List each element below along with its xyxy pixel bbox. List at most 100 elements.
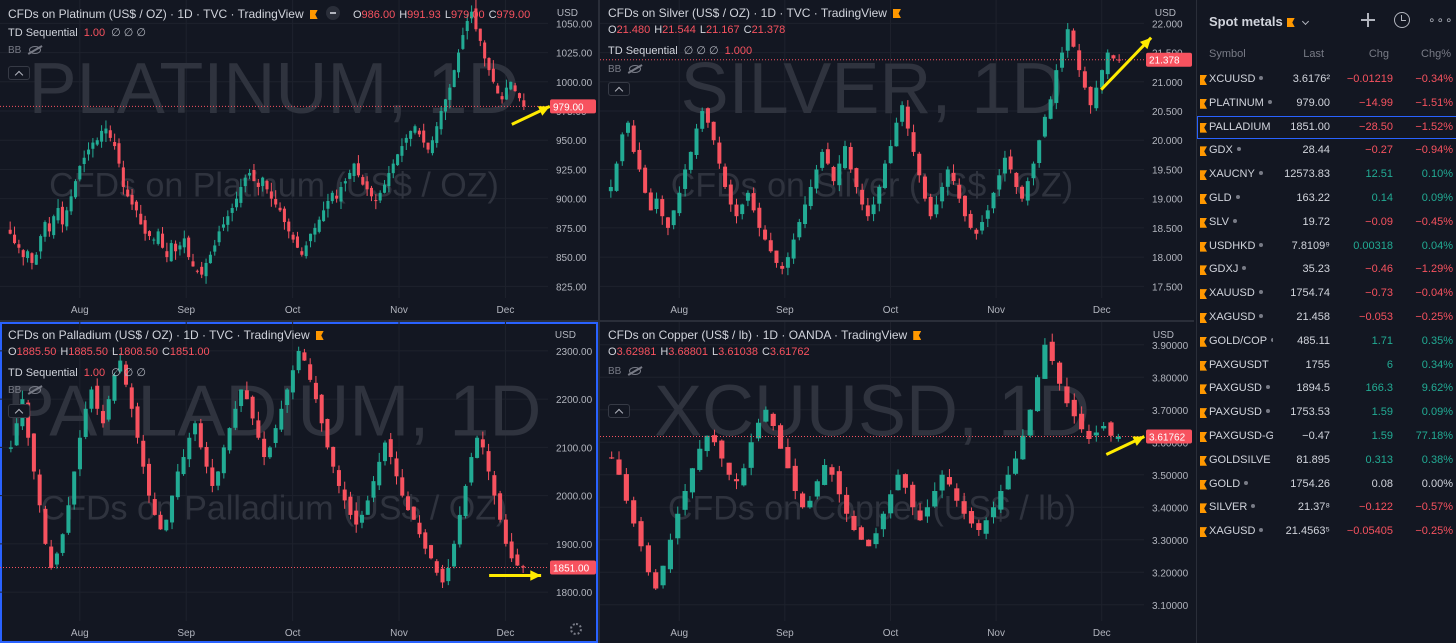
time-axis-label[interactable]: Nov [390,628,408,639]
chart-panel-silver[interactable]: SILVER, 1D CFDs on Silver (US$ / OZ) 22.00… [600,0,1194,320]
price-axis-label[interactable]: 22.000 [1152,19,1183,30]
price-axis-label[interactable]: 3.60000 [1152,438,1189,449]
bb-indicator[interactable]: BB [8,45,42,56]
price-axis-label[interactable]: 1900.00 [556,540,593,551]
watchlist-row[interactable]: PLATINUM 979.00 −14.99 −1.51% [1197,92,1456,116]
price-axis-label[interactable]: 900.00 [556,195,587,206]
price-axis-label[interactable]: 3.40000 [1152,503,1189,514]
chart-panel-palladium[interactable]: PALLADIUM, 1D CFDs on Palladium (US$ / OZ… [0,322,598,643]
time-axis-label[interactable]: Dec [1093,628,1111,639]
flag-icon[interactable] [913,331,922,340]
currency-label[interactable]: USD [1152,330,1174,341]
flag-icon[interactable] [1200,503,1207,514]
annotation-arrow-icon[interactable] [489,570,542,581]
annotation-arrow-icon[interactable] [1100,36,1153,91]
hidden-eye-icon[interactable] [29,386,42,394]
time-axis-label[interactable]: Dec [497,628,515,639]
price-axis-label[interactable]: 3.90000 [1152,341,1189,352]
watchlist-row[interactable]: SLV 19.72 −0.09 −0.45% [1197,211,1456,235]
more-dots-icon[interactable]: ∘∘∘ [1428,13,1454,27]
watchlist-row[interactable]: USDHKD 7.8109⁹ 0.00318 0.04% [1197,235,1456,259]
price-axis-label[interactable]: 1000.00 [556,78,593,89]
flag-icon[interactable] [1200,146,1207,157]
col-chg[interactable]: Chg [1368,48,1389,60]
watchlist-row[interactable]: PAXGUSDT 1755 6 0.34% [1197,354,1456,378]
flag-icon[interactable] [1200,527,1207,538]
watchlist-row[interactable]: GOLDSILVE 81.895 0.313 0.38% [1197,449,1456,473]
price-axis-label[interactable]: 3.20000 [1152,568,1189,579]
chart-canvas[interactable]: PLATINUM, 1D CFDs on Platinum (US$ / OZ) 1… [0,0,598,320]
price-axis-label[interactable]: 20.500 [1152,107,1183,118]
price-axis-label[interactable]: 925.00 [556,165,587,176]
time-axis-label[interactable]: Sep [177,305,195,316]
watchlist-row[interactable]: XAGUSD 21.4563⁵ −0.05405 −0.25% [1197,520,1456,544]
annotation-arrow-icon[interactable] [511,104,551,126]
price-axis-label[interactable]: 19.000 [1152,195,1183,206]
price-axis-label[interactable]: 1800.00 [556,588,593,599]
price-axis-label[interactable]: 3.30000 [1152,536,1189,547]
watchlist-row[interactable]: XAUCNY 12573.83 12.51 0.10% [1197,163,1456,187]
flag-icon[interactable] [1200,241,1207,252]
time-axis-label[interactable]: Nov [987,305,1005,316]
watchlist-row[interactable]: PALLADIUM 1851.00 −28.50 −1.52% [1197,115,1456,140]
price-axis-label[interactable]: 2300.00 [556,347,593,358]
flag-icon[interactable] [1200,360,1207,371]
price-axis-label[interactable]: 3.80000 [1152,373,1189,384]
col-last[interactable]: Last [1303,48,1324,60]
price-axis-label[interactable]: 2200.00 [556,395,593,406]
price-axis-label[interactable]: 19.500 [1152,165,1183,176]
flag-icon[interactable] [1200,170,1207,181]
watchlist-row[interactable]: GOLD 1754.26 0.08 0.00% [1197,473,1456,497]
flag-icon[interactable] [1200,336,1207,347]
chart-canvas[interactable]: XCUUSD, 1D CFDs on Copper (US$ / lb) 3.900… [600,322,1194,643]
time-axis-label[interactable]: Aug [670,628,688,639]
indicator-legend[interactable]: TD Sequential 1.00 ∅ ∅ ∅ [8,27,146,39]
time-axis-label[interactable]: Sep [776,628,794,639]
hidden-eye-icon[interactable] [29,46,42,54]
watchlist-row[interactable]: PAXGUSD 1894.5 166.3 9.62% [1197,377,1456,401]
flag-icon[interactable] [1200,122,1207,133]
time-axis-label[interactable]: Aug [71,628,89,639]
price-axis-label[interactable]: 21.000 [1152,78,1183,89]
flag-icon[interactable] [1200,384,1207,395]
price-axis-label[interactable]: 2000.00 [556,492,593,503]
watchlist-row[interactable]: GOLD/COP 485.11 1.71 0.35% [1197,330,1456,354]
currency-label[interactable]: USD [556,8,578,19]
chart-panel-copper[interactable]: XCUUSD, 1D CFDs on Copper (US$ / lb) 3.900… [600,322,1194,643]
price-axis-label[interactable]: 1050.00 [556,19,593,30]
watchlist-row[interactable]: XAGUSD 21.458 −0.053 −0.25% [1197,306,1456,330]
flag-icon[interactable] [1200,455,1207,466]
add-symbol-plus-icon[interactable] [1360,12,1376,28]
time-axis-label[interactable]: Aug [670,305,688,316]
settings-gear-icon[interactable] [570,623,582,635]
watchlist-row[interactable]: PAXGUSD 1753.53 1.59 0.09% [1197,401,1456,425]
price-axis-label[interactable]: 3.10000 [1152,601,1189,612]
watchlist-row[interactable]: SILVER 21.37⁸ −0.122 −0.57% [1197,496,1456,520]
time-axis-label[interactable]: Oct [285,305,301,316]
flag-icon[interactable] [1200,193,1207,204]
flag-icon[interactable] [1200,98,1207,109]
price-axis-label[interactable]: 17.500 [1152,282,1183,293]
flag-icon[interactable] [315,331,324,340]
watchlist-row[interactable]: PAXGUSD-GO −0.47 1.59 77.18% [1197,425,1456,449]
price-axis-label[interactable]: 18.000 [1152,253,1183,264]
bb-indicator[interactable]: BB [8,385,42,396]
flag-icon[interactable] [309,10,318,19]
hidden-eye-icon[interactable] [629,367,642,375]
price-axis-label[interactable]: 18.500 [1152,224,1183,235]
collapse-legend-button[interactable] [8,66,30,80]
col-chgp[interactable]: Chg% [1421,48,1451,60]
watchlist-row[interactable]: GDX 28.44 −0.27 −0.94% [1197,139,1456,163]
annotation-arrow-icon[interactable] [1105,435,1145,456]
price-axis-label[interactable]: 2100.00 [556,443,593,454]
minimize-icon[interactable] [325,6,340,20]
watchlist-row[interactable]: GDXJ 35.23 −0.46 −1.29% [1197,258,1456,282]
price-axis-label[interactable]: 20.000 [1152,136,1183,147]
chart-panel-platinum[interactable]: PLATINUM, 1D CFDs on Platinum (US$ / OZ) 1… [0,0,598,320]
advanced-view-clock-icon[interactable] [1394,12,1410,28]
bb-indicator[interactable]: BB [608,64,642,75]
time-axis-label[interactable]: Nov [390,305,408,316]
flag-icon[interactable] [1200,408,1207,419]
